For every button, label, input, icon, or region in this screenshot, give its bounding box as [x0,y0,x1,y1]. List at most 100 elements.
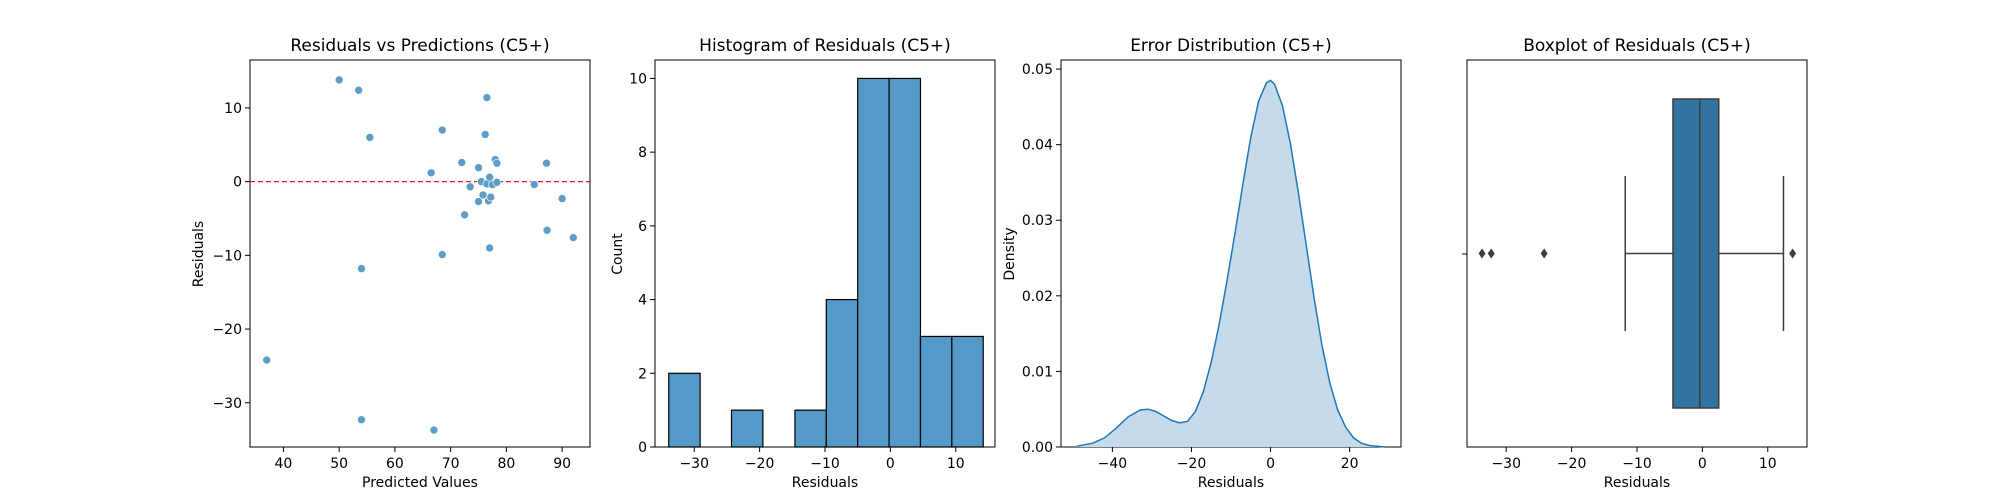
scatter-point [474,197,483,206]
x-tick-label: −20 [745,456,775,472]
scatter-point [426,168,436,178]
x-tick-label: 0 [1698,456,1707,472]
histogram-bar [794,409,827,448]
x-tick-label: 70 [442,456,460,472]
iqr-box [1672,98,1720,409]
density-line [1076,79,1386,448]
scatter-point [482,93,492,102]
panel-title: Error Distribution (C5+) [1130,36,1332,56]
y-axis-label: Count [610,233,626,275]
scatter-point [478,190,488,200]
y-tick-label: 10 [629,71,647,87]
scatter-point [480,130,490,139]
scatter-point [262,355,272,365]
data-marks [668,77,984,448]
x-tick-label: −30 [679,456,709,472]
data-marks [250,75,590,435]
y-tick-label: 0.02 [1022,289,1053,305]
y-tick-label: 8 [638,145,647,161]
residuals-vs-predictions-panel: Residuals vs Predictions (C5+) 40 50 60 70 8… [191,36,591,491]
histogram-bar [857,77,890,448]
y-tick-label: 2 [638,366,647,382]
scatter-point [485,172,494,182]
scatter-point [492,158,502,168]
scatter-point [529,180,539,189]
x-tick-label: 80 [497,456,515,472]
panel-title: Histogram of Residuals (C5+) [699,36,951,56]
x-tick-label: −10 [1622,456,1652,472]
scatter-point [354,85,363,95]
x-tick-label: −10 [810,456,840,472]
y-tick-label: 0.00 [1022,440,1053,456]
scatter-point [429,425,439,435]
x-tick-label: 20 [1341,456,1359,472]
y-tick-label: −30 [212,396,242,412]
scatter-point [457,158,467,167]
panel-title: Residuals vs Predictions (C5+) [290,36,549,56]
y-tick-label: 10 [224,101,242,117]
y-axis-ticks: 0.00 0.01 0.02 0.03 0.04 0.05 [1022,62,1061,456]
y-tick-label: 0.05 [1022,62,1053,78]
x-tick-label: 0 [886,456,895,472]
boxplot-panel: Boxplot of Residuals (C5+) −30 −20 −10 0 10 … [1462,36,1808,491]
y-tick-label: 0.03 [1022,213,1053,229]
histogram-bar [951,335,984,448]
outlier-point [1478,248,1486,259]
x-tick-label: 0 [1266,456,1275,472]
plot-frame [249,59,591,448]
scatter-point [334,75,344,85]
y-tick-label: −20 [212,322,242,338]
data-marks [1076,79,1386,448]
panel-title: Boxplot of Residuals (C5+) [1523,36,1751,56]
y-tick-label: 0 [233,175,242,191]
scatter-point [542,225,552,235]
scatter-point [465,182,475,192]
histogram-panel: Histogram of Residuals (C5+) −30 −20 −10 0 1… [610,36,996,491]
scatter-point [474,163,483,172]
x-tick-label: −40 [1098,456,1128,472]
scatter-point [437,250,447,259]
scatter-point [437,125,447,135]
y-axis-label: Residuals [191,221,207,287]
x-tick-label: 60 [386,456,404,472]
x-tick-label: 10 [947,456,965,472]
x-tick-label: −30 [1491,456,1521,472]
x-tick-label: −20 [1177,456,1207,472]
x-axis-ticks: 40 50 60 70 80 90 [275,447,571,472]
histogram-bar [668,372,701,448]
y-tick-label: 0.04 [1022,138,1053,154]
y-tick-label: 0 [638,440,647,456]
x-tick-label: 50 [330,456,348,472]
x-tick-label: 40 [275,456,293,472]
outlier-point [1789,248,1797,259]
y-tick-label: −10 [212,248,242,264]
histogram-bar [888,77,922,448]
x-axis-label: Residuals [1604,475,1670,491]
y-axis-label: Density [1002,227,1018,280]
scatter-point [568,233,578,242]
x-axis-label: Predicted Values [362,475,478,491]
x-axis-label: Residuals [1198,475,1264,491]
y-tick-label: 4 [638,293,647,309]
y-axis-ticks: −30 −20 −10 0 10 [212,101,250,412]
scatter-point [557,194,567,203]
scatter-point [357,264,366,273]
x-tick-label: 10 [1759,456,1777,472]
scatter-point [365,133,375,142]
x-axis-label: Residuals [792,475,858,491]
histogram-bar [825,298,859,448]
histogram-bar [919,335,953,448]
scatter-point [492,178,502,187]
scatter-point [486,192,496,202]
y-axis-ticks: 0 2 4 6 8 10 [629,71,655,456]
x-axis-ticks: −30 −20 −10 0 10 [679,447,965,472]
x-axis-ticks: −30 −20 −10 0 10 [1491,447,1777,472]
data-marks [1478,98,1797,409]
error-distribution-panel: Error Distribution (C5+) −40 −20 0 20 0.00 0… [1002,36,1402,491]
scatter-point [357,415,366,425]
density-area [1076,80,1386,448]
x-tick-label: 90 [553,456,571,472]
x-axis-ticks: −40 −20 0 20 [1098,447,1359,472]
